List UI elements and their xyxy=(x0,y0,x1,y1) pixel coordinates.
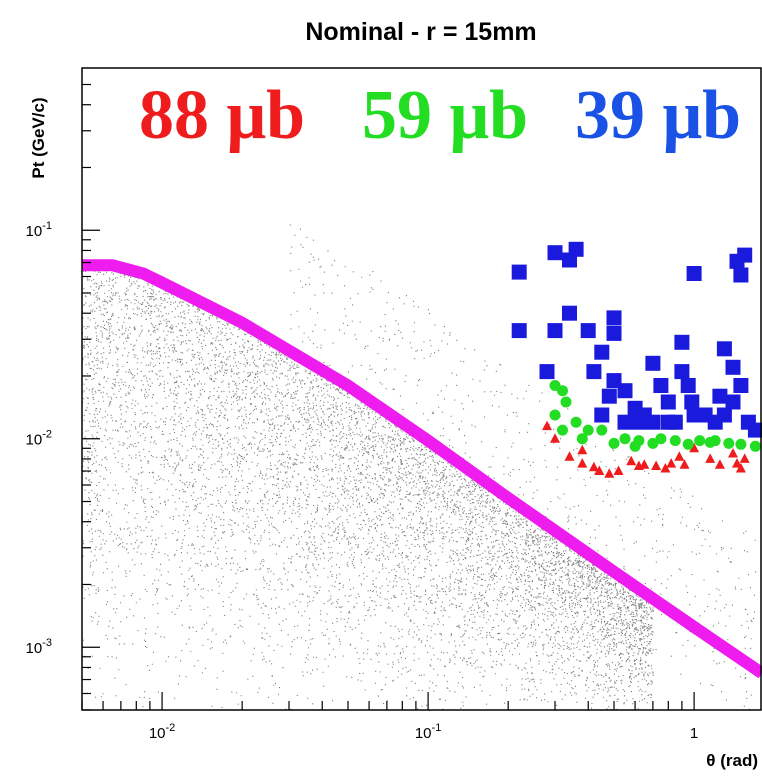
square-marker xyxy=(645,355,661,371)
triangle-marker xyxy=(674,451,685,461)
square-marker xyxy=(680,378,696,393)
plot-frame xyxy=(81,67,762,711)
circle-marker xyxy=(669,435,681,447)
triangle-marker xyxy=(577,444,588,455)
circle-marker xyxy=(682,438,694,450)
square-marker xyxy=(617,383,633,399)
y-tick-label: 10-1 xyxy=(26,220,52,240)
circle-marker xyxy=(596,424,608,436)
circle-marker xyxy=(582,424,594,436)
y-axis-title: Pt (GeV/c) xyxy=(29,97,48,178)
square-marker xyxy=(686,266,702,281)
square-marker xyxy=(511,264,527,280)
triangle-marker xyxy=(714,459,725,469)
triangle-marker xyxy=(588,461,599,472)
square-marker xyxy=(586,364,602,380)
triangle-marker xyxy=(604,468,615,478)
triangle-marker xyxy=(626,455,637,466)
circle-marker xyxy=(608,437,620,449)
circle-marker xyxy=(694,435,706,447)
triangle-marker xyxy=(666,458,677,468)
triangle-marker xyxy=(594,465,605,475)
square-marker xyxy=(617,414,633,430)
circle-marker xyxy=(557,424,568,436)
square-marker xyxy=(594,407,610,423)
square-marker xyxy=(667,414,683,430)
square-marker xyxy=(580,323,596,339)
circle-marker xyxy=(749,440,761,452)
circle-marker xyxy=(633,435,645,447)
circle-marker xyxy=(735,438,747,450)
circle-marker xyxy=(655,433,667,445)
circle-marker xyxy=(570,416,582,428)
acceptance-curve xyxy=(82,259,762,679)
square-marker xyxy=(653,378,669,393)
square-marker xyxy=(645,414,661,430)
triangle-marker xyxy=(705,453,716,463)
triangle-marker xyxy=(542,420,552,431)
marker-series-group xyxy=(511,241,762,478)
triangle-marker xyxy=(679,459,690,469)
square-marker xyxy=(594,344,610,360)
triangle-marker xyxy=(564,451,575,461)
square-marker xyxy=(733,267,749,283)
triangle-marker xyxy=(735,463,746,473)
axes: 10-2 10-1 1 10-3 10-2 10-1 xyxy=(26,67,762,742)
triangle-marker xyxy=(660,463,671,473)
square-marker xyxy=(716,341,732,357)
square-marker xyxy=(547,323,563,339)
triangle-marker xyxy=(732,458,742,468)
square-marker xyxy=(737,247,753,263)
square-marker xyxy=(660,394,676,410)
square-marker xyxy=(511,323,527,339)
square-marker xyxy=(712,388,728,404)
triangle-marker xyxy=(651,460,662,470)
circle-marker xyxy=(557,385,568,397)
circle-marker xyxy=(647,437,659,449)
triangle-marker xyxy=(728,448,738,458)
x-axis-title: θ (rad) xyxy=(706,751,758,770)
square-marker xyxy=(674,364,690,380)
circle-marker xyxy=(619,433,631,445)
circle-marker xyxy=(576,433,588,445)
square-marker xyxy=(547,245,563,261)
triangle-marker xyxy=(550,433,560,443)
square-marker xyxy=(684,394,700,410)
annotation-label-green: 59 μb xyxy=(362,77,528,154)
square-marker xyxy=(725,359,741,375)
x-tick-label: 1 xyxy=(690,725,698,742)
circle-marker xyxy=(549,409,561,421)
triangle-marker xyxy=(577,458,588,468)
square-marker xyxy=(725,394,741,410)
triangle-marker xyxy=(689,442,700,453)
square-marker xyxy=(674,334,690,350)
square-marker xyxy=(733,378,749,393)
square-marker xyxy=(747,422,762,438)
triangle-marker xyxy=(739,453,750,463)
acceptance-curve-group xyxy=(82,259,762,679)
chart-title: Nominal - r = 15mm xyxy=(305,18,536,46)
annotation-label-blue: 39 μb xyxy=(575,77,741,154)
square-marker xyxy=(539,364,555,380)
y-tick-label: 10-3 xyxy=(26,637,52,657)
annotation-label-red: 88 μb xyxy=(139,77,305,154)
x-tick-label: 10-1 xyxy=(415,722,441,742)
square-marker xyxy=(716,407,732,423)
circle-marker xyxy=(723,437,735,449)
triangle-marker xyxy=(613,465,624,475)
circle-marker xyxy=(560,396,572,408)
y-tick-label: 10-2 xyxy=(26,429,52,449)
square-marker xyxy=(562,305,577,321)
circle-marker xyxy=(709,435,721,447)
triangle-marker xyxy=(639,459,650,469)
square-marker xyxy=(562,252,577,268)
square-marker xyxy=(606,310,622,326)
square-marker xyxy=(606,325,622,341)
square-marker xyxy=(601,388,617,404)
x-tick-label: 10-2 xyxy=(149,722,175,742)
